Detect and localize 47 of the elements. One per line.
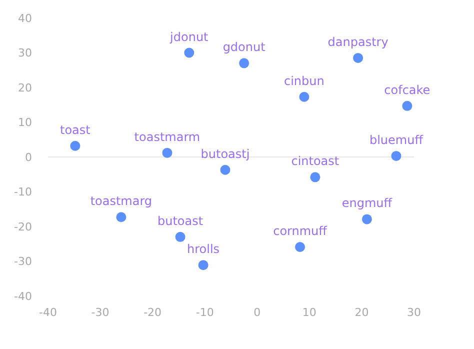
y-tick-label: -10 [14, 186, 32, 199]
annotation: toastmarg [90, 194, 152, 208]
y-tick-label: -30 [14, 255, 32, 268]
y-tick-label: 40 [18, 12, 32, 25]
x-tick-label: -20 [144, 306, 162, 319]
annotation: bluemuff [369, 132, 424, 147]
point [116, 212, 126, 222]
point [220, 164, 230, 175]
y-tick-label: -40 [14, 290, 32, 303]
x-tick-label: 20 [354, 306, 369, 319]
point [299, 92, 310, 102]
point [310, 172, 320, 182]
x-tick-label: 30 [407, 306, 421, 319]
point [70, 140, 80, 151]
annotation: toastmarm [134, 130, 200, 144]
x-tick-label: -30 [91, 306, 110, 319]
y-tick-label: 20 [18, 81, 32, 94]
annotation: butoast [157, 214, 204, 228]
y-tick-label: 30 [18, 46, 32, 60]
annotation: cornmuff [273, 224, 328, 238]
point [198, 260, 208, 270]
y-tick-label: 0 [25, 150, 32, 164]
point [362, 214, 372, 224]
point [402, 100, 412, 111]
x-tick-label: 0 [254, 306, 261, 319]
y-tick-label: 10 [18, 116, 32, 130]
annotation: danpastry [328, 34, 388, 49]
x-tick-label: -40 [39, 306, 57, 319]
x-tick-label: 10 [302, 306, 316, 319]
point [353, 52, 364, 63]
annotation: cinbun [284, 74, 324, 88]
annotation: jdonut [169, 30, 209, 44]
annotation: gdonut [222, 40, 266, 54]
annotation: butoastj [200, 146, 250, 161]
point [162, 148, 172, 158]
annotation: toast [60, 122, 91, 137]
annotation: cofcake [384, 82, 430, 97]
annotation: engmuff [342, 196, 393, 210]
point [295, 242, 306, 252]
point [184, 48, 194, 58]
point [239, 58, 250, 68]
y-tick-label: -20 [14, 220, 32, 234]
point [391, 150, 402, 161]
point [175, 232, 186, 242]
annotation: hrolls [187, 242, 220, 256]
x-tick-label: -10 [196, 306, 214, 319]
annotation: cintoast [291, 154, 340, 168]
